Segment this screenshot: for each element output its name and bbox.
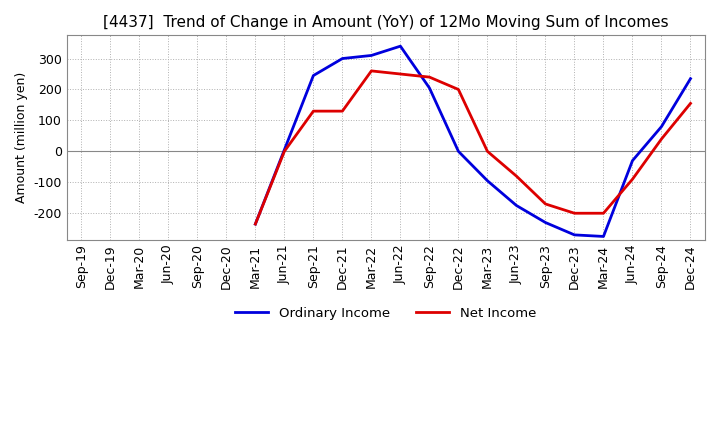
Ordinary Income <box>309 73 318 78</box>
Ordinary Income <box>570 232 579 238</box>
Net Income <box>396 71 405 77</box>
Ordinary Income <box>628 158 636 163</box>
Line: Net Income: Net Income <box>256 71 690 224</box>
Ordinary Income <box>367 53 376 58</box>
Net Income <box>657 136 666 142</box>
Net Income <box>251 221 260 227</box>
Ordinary Income <box>657 124 666 129</box>
Net Income <box>338 109 347 114</box>
Ordinary Income <box>541 220 550 225</box>
Net Income <box>599 211 608 216</box>
Net Income <box>686 101 695 106</box>
Net Income <box>454 87 463 92</box>
Ordinary Income <box>396 44 405 49</box>
Net Income <box>425 74 433 80</box>
Ordinary Income <box>686 76 695 81</box>
Ordinary Income <box>338 56 347 61</box>
Legend: Ordinary Income, Net Income: Ordinary Income, Net Income <box>230 301 541 325</box>
Y-axis label: Amount (million yen): Amount (million yen) <box>15 72 28 203</box>
Net Income <box>628 176 636 182</box>
Net Income <box>541 202 550 207</box>
Ordinary Income <box>425 85 433 91</box>
Net Income <box>483 149 492 154</box>
Line: Ordinary Income: Ordinary Income <box>256 46 690 236</box>
Ordinary Income <box>512 203 521 208</box>
Ordinary Income <box>251 221 260 227</box>
Net Income <box>309 109 318 114</box>
Title: [4437]  Trend of Change in Amount (YoY) of 12Mo Moving Sum of Incomes: [4437] Trend of Change in Amount (YoY) o… <box>103 15 669 30</box>
Ordinary Income <box>280 147 289 152</box>
Ordinary Income <box>454 149 463 154</box>
Net Income <box>280 149 289 154</box>
Ordinary Income <box>599 234 608 239</box>
Net Income <box>512 173 521 179</box>
Net Income <box>570 211 579 216</box>
Ordinary Income <box>483 178 492 183</box>
Net Income <box>367 68 376 73</box>
